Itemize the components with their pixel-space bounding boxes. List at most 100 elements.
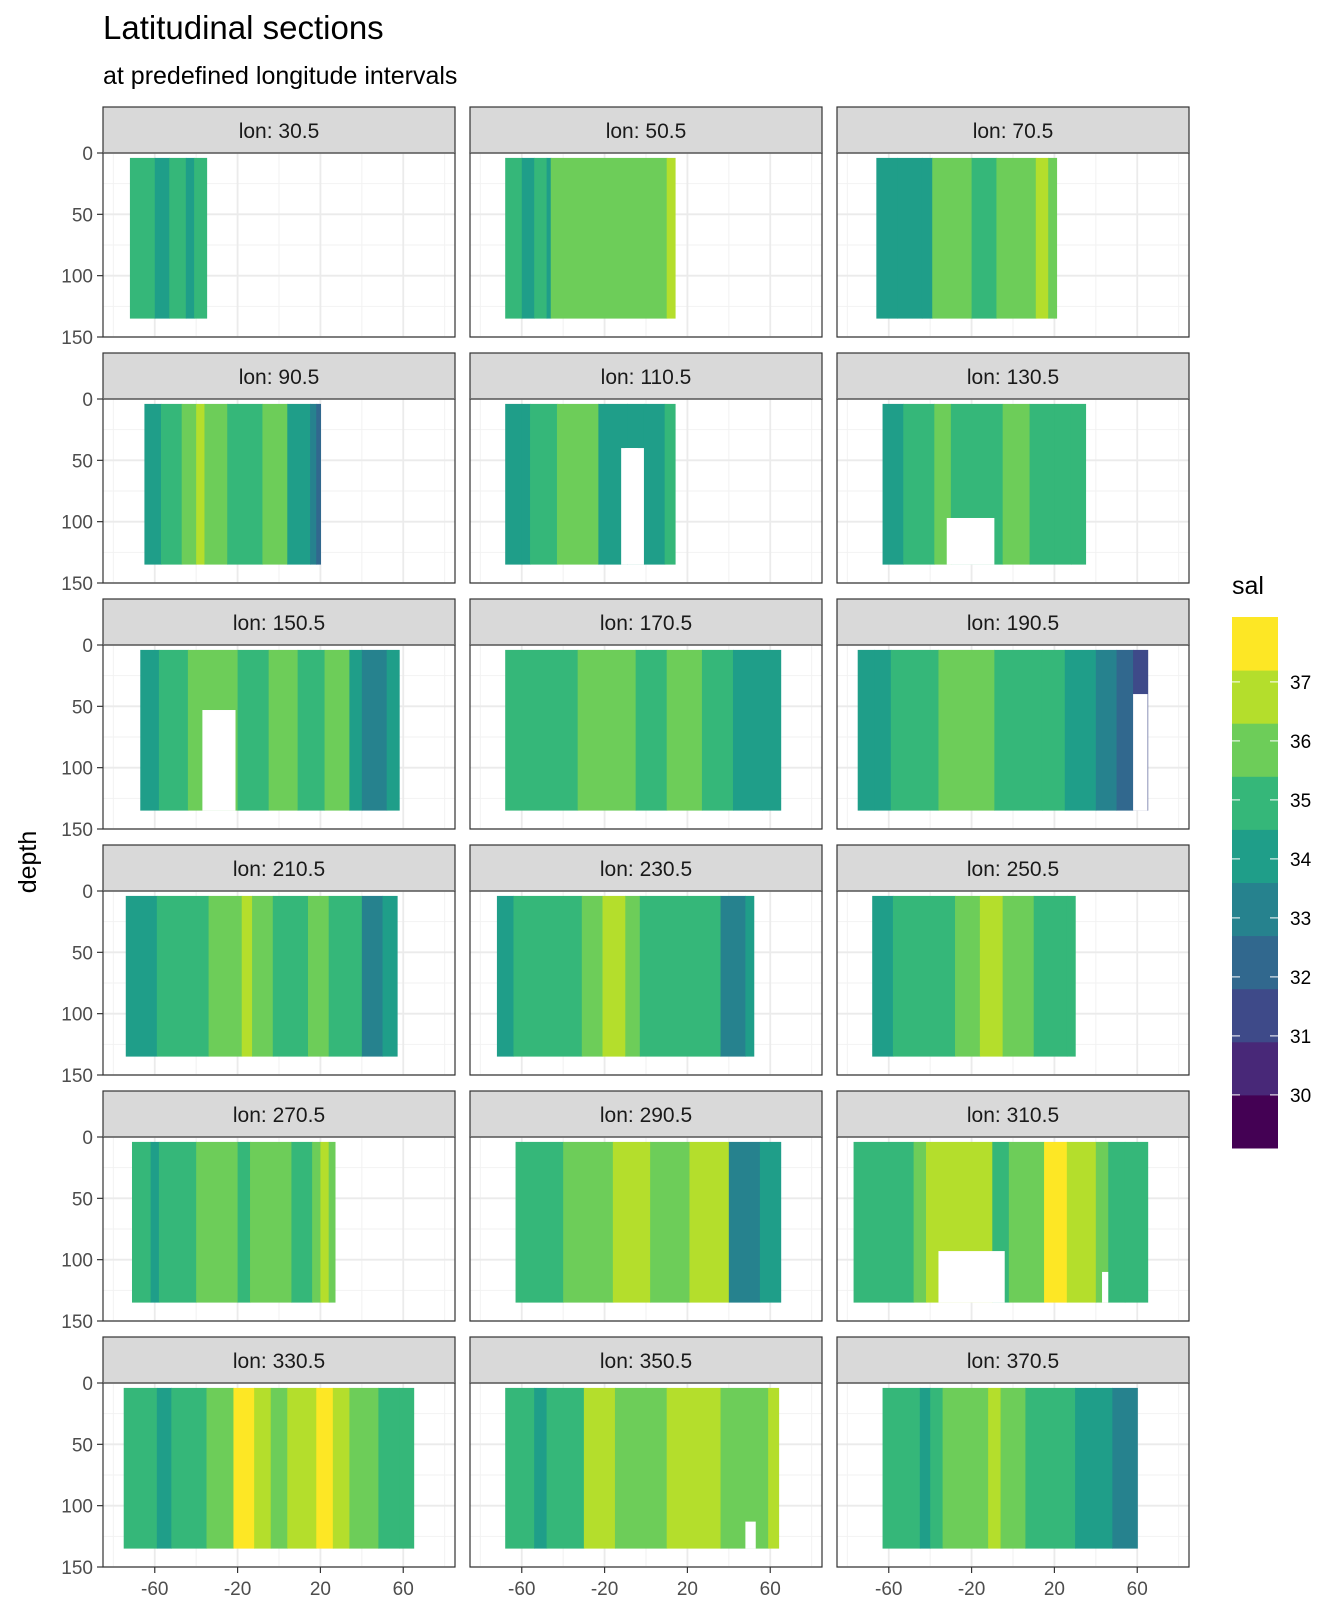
facet-panel: lon: 230.5 [469,844,823,1076]
salinity-band [378,1387,400,1549]
salinity-section [505,403,676,565]
x-tick-label: 20 [1044,1579,1065,1600]
salinity-band [1002,895,1035,1057]
salinity-band [129,157,156,319]
y-tick-label: 100 [61,513,93,534]
salinity-band [546,157,552,319]
salinity-section [140,649,400,811]
missing-data-area [202,710,236,811]
salinity-band [513,895,583,1057]
salinity-band [1124,1141,1149,1303]
y-tick-label: 150 [61,574,93,595]
salinity-band [310,403,317,565]
salinity-band [979,895,1004,1057]
salinity-band [534,157,548,319]
y-tick-label: 0 [82,882,93,903]
salinity-band [1075,1387,1113,1549]
salinity-band [1054,403,1072,565]
salinity-section [876,157,1058,319]
salinity-band [287,1387,317,1549]
facet-strip [102,598,456,646]
salinity-band [853,1141,915,1303]
chart-title: Latitudinal sections [103,9,384,46]
panel-border [836,1136,1190,1322]
salinity-band [521,157,535,319]
y-tick-label: 0 [82,144,93,165]
salinity-band [171,1387,208,1549]
salinity-band [160,403,183,565]
salinity-band [759,1141,782,1303]
facet-label: lon: 370.5 [967,1350,1059,1373]
salinity-band [505,649,579,811]
salinity-band [1029,403,1056,565]
salinity-section [872,895,1076,1057]
y-tick-label: 0 [82,390,93,411]
salinity-section [882,403,1087,565]
panel-border [102,1382,456,1568]
facet-label: lon: 50.5 [606,120,687,143]
salinity-band [643,403,666,565]
facet-label: lon: 110.5 [601,366,692,389]
salinity-band [996,157,1037,319]
facet-panel: lon: 70.5 [836,106,1190,338]
salinity-band [349,649,363,811]
facet-strip [836,352,1190,400]
salinity-band [761,649,782,811]
y-tick-label: 50 [72,697,93,718]
salinity-band [563,1141,614,1303]
salinity-band [297,649,326,811]
y-tick-label: 0 [82,1128,93,1149]
salinity-band [720,895,746,1057]
salinity-band [932,157,973,319]
salinity-band [196,403,206,565]
salinity-band [614,1387,668,1549]
facet-panel: lon: 270.5 0 50 100 150 [61,1090,456,1333]
y-tick-label: 0 [82,636,93,657]
salinity-band [872,895,894,1057]
salinity-band [882,403,904,565]
facet-label: lon: 130.5 [967,366,1059,389]
y-tick-label: 0 [82,1374,93,1395]
facet-strip [102,352,456,400]
salinity-section [505,649,782,811]
y-tick-label: 50 [72,205,93,226]
panel-border [469,152,823,338]
legend-label: 33 [1290,909,1311,930]
salinity-band [1002,403,1031,565]
y-axis-title: depth [14,831,42,894]
facet-panel: lon: 110.5 [469,352,823,584]
legend-color-step [1232,776,1278,830]
facet-panel: lon: 370.5 -60 -20 20 60 [836,1336,1190,1600]
legend-color-step [1232,1094,1278,1149]
salinity-band [332,1387,350,1549]
panel-border [836,398,1190,584]
salinity-section [144,403,322,565]
facet-label: lon: 350.5 [600,1350,692,1373]
salinity-band [1095,1141,1109,1303]
panel-border [102,1136,456,1322]
panel-border [102,890,456,1076]
salinity-band [971,157,998,319]
salinity-band [919,1387,931,1549]
salinity-band [156,1387,172,1549]
salinity-band [254,1387,272,1549]
panel-border [836,644,1190,830]
salinity-band [988,1387,1002,1549]
salinity-band [324,649,350,811]
salinity-band [612,1141,651,1303]
panel-border [469,1136,823,1322]
salinity-band [635,649,668,811]
facet-strip [469,1090,823,1138]
salinity-band [158,1141,197,1303]
salinity-band [399,1387,415,1549]
salinity-section [515,1141,782,1303]
salinity-band [1116,649,1134,811]
facet-panel: lon: 350.5 -60 -20 20 60 [469,1336,823,1600]
salinity-band [1066,1141,1097,1303]
salinity-band [745,895,755,1057]
salinity-band [857,649,875,811]
facet-label: lon: 330.5 [233,1350,325,1373]
panel-border [102,152,456,338]
x-tick-label: -20 [958,1579,985,1600]
salinity-band [505,403,523,565]
